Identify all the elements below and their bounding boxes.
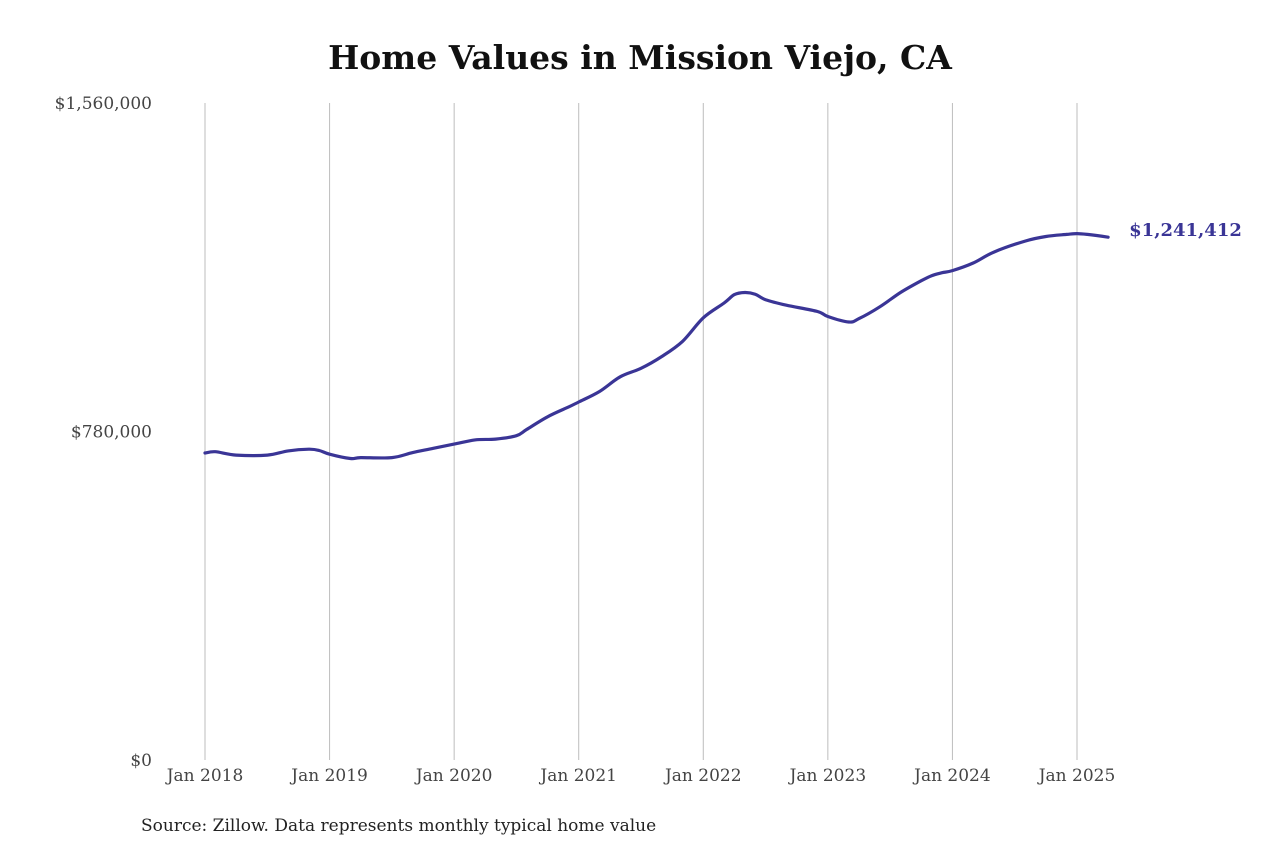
x-tick-label: Jan 2020 <box>414 766 493 786</box>
x-axis-ticks: Jan 2018 Jan 2019 Jan 2020 Jan 2021 Jan 2022… <box>165 766 1116 786</box>
x-tick-label: Jan 2019 <box>289 766 368 786</box>
gridlines <box>204 103 1078 760</box>
y-tick-label: $0 <box>130 751 152 771</box>
series-line-0 <box>203 232 1110 461</box>
y-tick-label: $780,000 <box>71 423 152 443</box>
x-tick-label: Jan 2018 <box>165 766 244 786</box>
end-label-layer: $1,241,412 <box>1129 220 1242 241</box>
y-tick-label: $1,560,000 <box>55 94 152 114</box>
series-layer <box>203 232 1110 461</box>
x-tick-label: Jan 2021 <box>538 766 617 786</box>
x-tick-label: Jan 2024 <box>912 766 991 786</box>
chart-title: Home Values in Mission Viejo, CA <box>328 38 952 77</box>
end-value-label: $1,241,412 <box>1129 220 1242 241</box>
source-note: Source: Zillow. Data represents monthly … <box>141 816 657 836</box>
x-tick-label: Jan 2023 <box>788 766 867 786</box>
y-axis-ticks: $0 $780,000 $1,560,000 <box>55 94 152 771</box>
x-tick-label: Jan 2025 <box>1037 766 1116 786</box>
x-tick-label: Jan 2022 <box>663 766 742 786</box>
